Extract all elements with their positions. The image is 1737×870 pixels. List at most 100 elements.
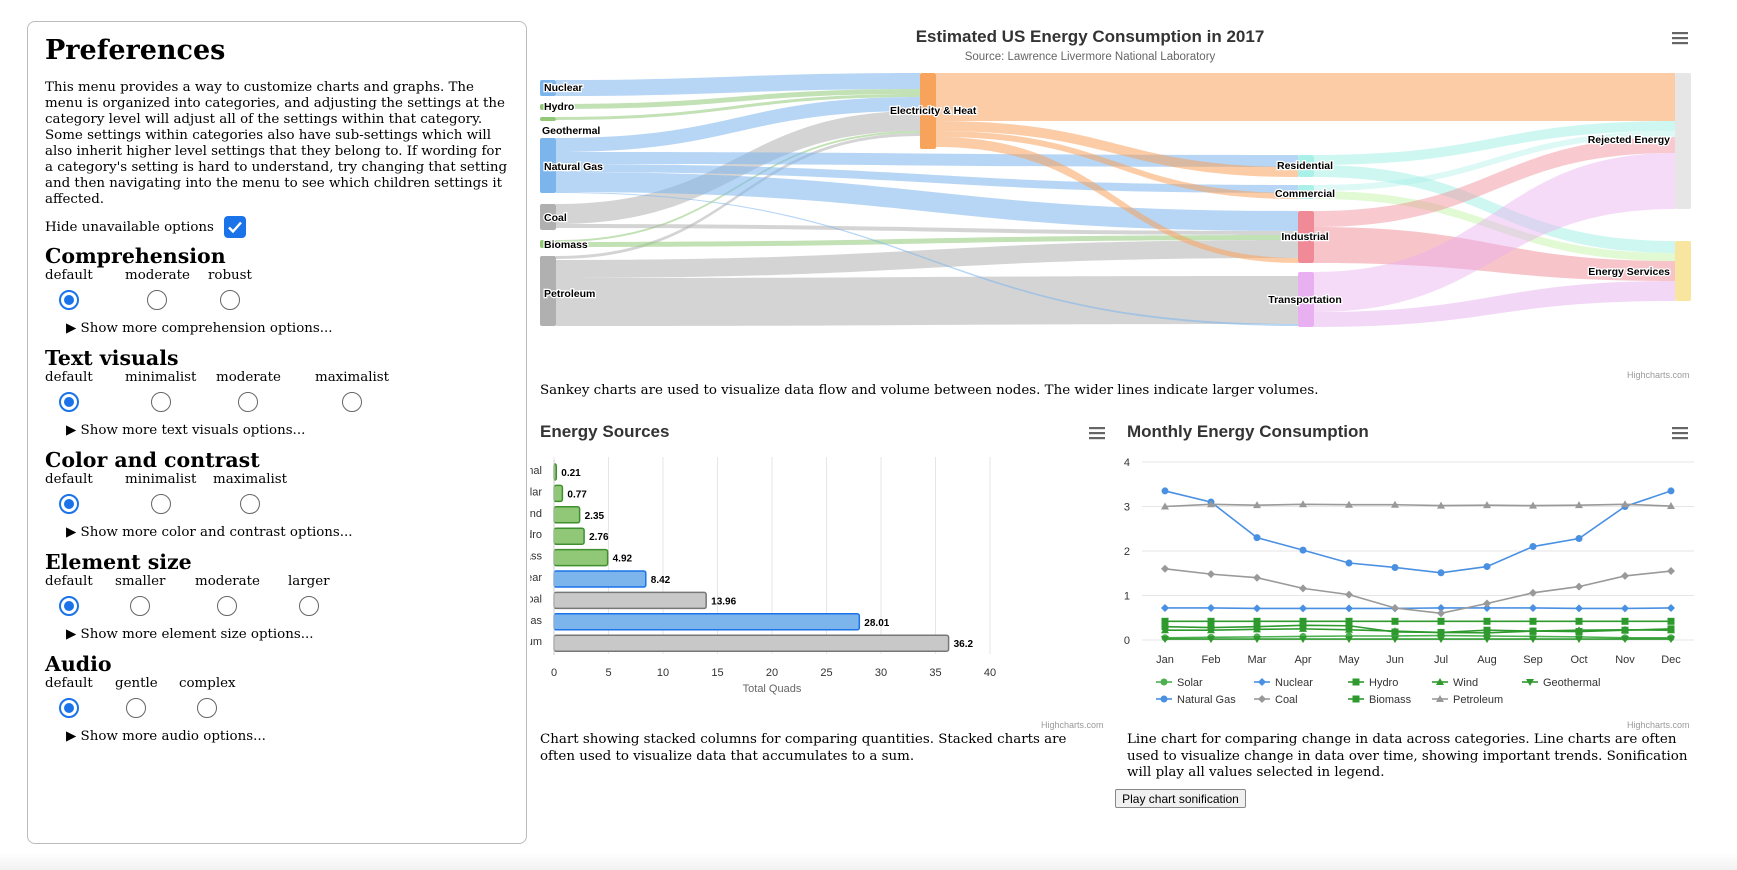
point bbox=[1299, 500, 1307, 508]
option-label: moderate bbox=[216, 370, 281, 385]
point bbox=[1258, 695, 1266, 703]
sankey-node bbox=[540, 80, 556, 96]
show-more-toggle[interactable]: ▶ Show more comprehension options... bbox=[66, 321, 333, 336]
option-radio[interactable] bbox=[130, 596, 151, 616]
point bbox=[1253, 573, 1261, 582]
option-radio[interactable] bbox=[342, 392, 362, 412]
line-chart-credit: Highcharts.com bbox=[1627, 720, 1690, 730]
category-label: Natural Gas bbox=[530, 615, 542, 627]
sankey-link bbox=[556, 94, 920, 120]
option-maximalist[interactable]: maximalist bbox=[213, 472, 287, 514]
legend-item: Natural Gas bbox=[1156, 694, 1236, 706]
sankey-node bbox=[1298, 211, 1314, 263]
point bbox=[1207, 617, 1215, 625]
category-heading: Color and contrast bbox=[45, 448, 260, 472]
category-comprehension: Comprehension default moderate robust ▶ Show… bbox=[45, 244, 509, 339]
bar-chart-caption: Chart showing stacked columns for compar… bbox=[540, 732, 1067, 764]
show-more-toggle[interactable]: ▶ Show more color and contrast options..… bbox=[66, 525, 353, 540]
point bbox=[1160, 695, 1168, 703]
option-radio[interactable] bbox=[298, 596, 319, 616]
point bbox=[1253, 501, 1261, 509]
point bbox=[1352, 678, 1360, 686]
x-tick-label: 5 bbox=[605, 667, 611, 679]
option-radio[interactable] bbox=[150, 392, 171, 412]
option-radio[interactable] bbox=[58, 290, 79, 310]
point bbox=[1437, 603, 1445, 612]
sankey-node-label: Hydro bbox=[544, 101, 574, 113]
point bbox=[1207, 570, 1215, 579]
option-radio[interactable] bbox=[219, 290, 240, 310]
show-more-toggle[interactable]: ▶ Show more text visuals options... bbox=[66, 423, 306, 438]
option-radio[interactable] bbox=[238, 392, 259, 412]
option-radio[interactable] bbox=[150, 494, 171, 514]
sankey-node-label: Petroleum bbox=[544, 288, 595, 300]
sankey-node-label: Commercial bbox=[1275, 188, 1335, 200]
option-radio[interactable] bbox=[147, 290, 168, 310]
category-label: Coal bbox=[530, 593, 542, 605]
category-heading: Comprehension bbox=[45, 244, 226, 268]
sankey-node bbox=[540, 104, 556, 110]
bar bbox=[553, 527, 585, 545]
show-more-toggle[interactable]: ▶ Show more element size options... bbox=[66, 627, 314, 642]
point bbox=[1253, 534, 1261, 542]
data-label: 2.35 bbox=[585, 511, 605, 522]
option-minimalist[interactable]: minimalist bbox=[125, 472, 196, 514]
option-default[interactable]: default bbox=[45, 472, 93, 514]
category-label: Hydro bbox=[530, 529, 542, 541]
option-smaller[interactable]: smaller bbox=[115, 574, 165, 616]
point bbox=[1437, 569, 1445, 577]
hide-unavailable-checkbox[interactable] bbox=[223, 216, 246, 238]
point bbox=[1207, 500, 1215, 508]
option-radio[interactable] bbox=[240, 494, 260, 514]
option-radio[interactable] bbox=[197, 698, 218, 718]
point bbox=[1483, 599, 1491, 608]
option-radio[interactable] bbox=[58, 494, 79, 514]
option-robust[interactable]: robust bbox=[208, 268, 252, 310]
checkmark-icon bbox=[228, 221, 242, 234]
play-sonification-button[interactable]: Play chart sonification bbox=[1115, 789, 1246, 808]
point bbox=[1437, 628, 1445, 636]
point bbox=[1575, 501, 1583, 509]
option-maximalist[interactable]: maximalist bbox=[315, 370, 389, 412]
option-complex[interactable]: complex bbox=[179, 676, 236, 718]
point bbox=[1299, 584, 1307, 593]
show-more-toggle[interactable]: ▶ Show more audio options... bbox=[66, 729, 266, 744]
point bbox=[1667, 603, 1675, 612]
option-moderate[interactable]: moderate bbox=[216, 370, 281, 412]
x-tick-label: 15 bbox=[711, 667, 723, 679]
option-moderate[interactable]: moderate bbox=[125, 268, 190, 310]
x-tick-label: Dec bbox=[1661, 654, 1681, 666]
line-chart-menu-icon[interactable] bbox=[1672, 426, 1688, 440]
option-default[interactable]: default bbox=[45, 574, 93, 616]
option-label: moderate bbox=[125, 268, 190, 283]
option-moderate[interactable]: moderate bbox=[195, 574, 260, 616]
option-gentle[interactable]: gentle bbox=[115, 676, 158, 718]
sankey-menu-icon[interactable] bbox=[1672, 31, 1688, 45]
data-label: 13.96 bbox=[711, 596, 736, 607]
point bbox=[1575, 604, 1583, 613]
series-line bbox=[1164, 503, 1672, 508]
category-color-and-contrast: Color and contrast default minimalist maxim… bbox=[45, 448, 509, 543]
option-radio[interactable] bbox=[217, 596, 238, 616]
option-default[interactable]: default bbox=[45, 370, 93, 412]
point bbox=[1667, 626, 1675, 634]
option-radio[interactable] bbox=[58, 596, 79, 616]
option-larger[interactable]: larger bbox=[288, 574, 330, 616]
sankey-link bbox=[556, 172, 1298, 231]
option-label: larger bbox=[288, 574, 330, 589]
data-label: 28.01 bbox=[864, 618, 889, 629]
option-radio[interactable] bbox=[126, 698, 147, 718]
sankey-link bbox=[556, 73, 920, 96]
option-radio[interactable] bbox=[58, 698, 79, 718]
legend-label: Coal bbox=[1275, 694, 1298, 706]
option-minimalist[interactable]: minimalist bbox=[125, 370, 196, 412]
option-default[interactable]: default bbox=[45, 268, 93, 310]
bar-chart-menu-icon[interactable] bbox=[1089, 426, 1105, 440]
series-natural-gas bbox=[1161, 487, 1675, 577]
x-tick-label: May bbox=[1339, 654, 1360, 666]
option-radio[interactable] bbox=[58, 392, 79, 412]
series-line bbox=[1164, 490, 1672, 574]
sankey-node-label: Rejected Energy bbox=[1588, 134, 1670, 146]
option-default[interactable]: default bbox=[45, 676, 93, 718]
x-tick-label: 40 bbox=[984, 667, 996, 679]
